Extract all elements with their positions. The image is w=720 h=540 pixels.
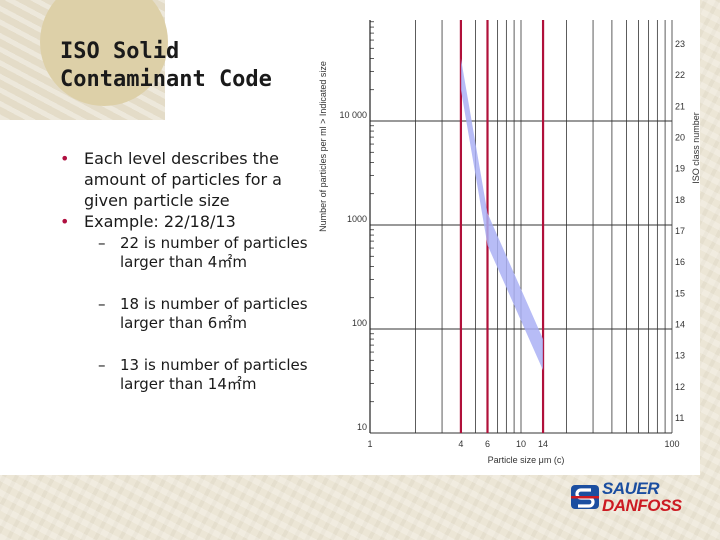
x-axis-label: Particle size μm (c) (488, 455, 565, 465)
sub-bullet-item: – 18 is number of particles larger than … (58, 295, 318, 333)
bullet-list: • Each level describes the amount of par… (58, 148, 318, 417)
iso-class-label: 13 (675, 351, 685, 361)
sub-bullet-dash: – (98, 234, 106, 252)
sauer-danfoss-s-logo-icon (571, 485, 599, 509)
y-tick-label: 1000 (347, 214, 367, 224)
x-tick-label: 6 (485, 439, 490, 449)
bullet-item: • Example: 22/18/13 (58, 211, 318, 232)
iso-class-label: 14 (675, 320, 685, 330)
slide-title: ISO Solid Contaminant Code (60, 38, 320, 94)
sub-bullet-dash: – (98, 295, 106, 313)
bullet-dot-icon: • (60, 149, 70, 168)
iso-class-label: 20 (675, 133, 685, 143)
logo-line-2: DANFOSS (602, 496, 682, 515)
iso-band-area (460, 58, 544, 371)
y-tick-label: 10 000 (339, 110, 367, 120)
sub-bullet-item: – 13 is number of particles larger than … (58, 356, 318, 394)
sub-bullet-dash: – (98, 356, 106, 374)
x-tick-label: 4 (458, 439, 463, 449)
corner-circle-decoration (40, 0, 168, 106)
logo-line-1: SAUER (602, 479, 660, 498)
bullet-text: Example: 22/18/13 (84, 212, 236, 231)
y-tick-label: 100 (352, 318, 367, 328)
sub-bullet-text: 13 is number of particles larger than 14… (120, 356, 308, 393)
iso-class-label: 16 (675, 257, 685, 267)
x-tick-label: 10 (516, 439, 526, 449)
y2-axis-label: ISO class number (691, 112, 701, 184)
iso-class-label: 18 (675, 195, 685, 205)
x-tick-label: 100 (664, 439, 679, 449)
bullet-item: • Each level describes the amount of par… (58, 148, 318, 211)
sauer-danfoss-logo: SAUER DANFOSS (570, 478, 695, 518)
iso-class-label: 17 (675, 226, 685, 236)
sub-bullet-text: 22 is number of particles larger than 4㎡… (120, 234, 308, 271)
bullet-dot-icon: • (60, 212, 70, 231)
sub-bullet-item: – 22 is number of particles larger than … (58, 234, 318, 272)
iso-class-label: 23 (675, 39, 685, 49)
y-axis-label: Number of particles per ml > Indicated s… (318, 61, 328, 232)
bullet-text: Each level describes the amount of parti… (84, 149, 282, 210)
x-tick-label: 1 (367, 439, 372, 449)
x-tick-label: 14 (538, 439, 548, 449)
y-tick-label: 10 (357, 422, 367, 432)
iso-class-label: 19 (675, 164, 685, 174)
iso-class-label: 15 (675, 288, 685, 298)
iso-class-label: 22 (675, 70, 685, 80)
iso-class-label: 21 (675, 101, 685, 111)
iso-class-label: 12 (675, 382, 685, 392)
logo-wordmark: SAUER DANFOSS (602, 480, 682, 514)
iso-class-label: 11 (675, 413, 684, 423)
sub-bullet-list: – 22 is number of particles larger than … (58, 234, 318, 394)
title-line-2: Contaminant Code (60, 67, 272, 92)
title-line-1: ISO Solid (60, 39, 180, 64)
sub-bullet-text: 18 is number of particles larger than 6㎡… (120, 295, 308, 332)
